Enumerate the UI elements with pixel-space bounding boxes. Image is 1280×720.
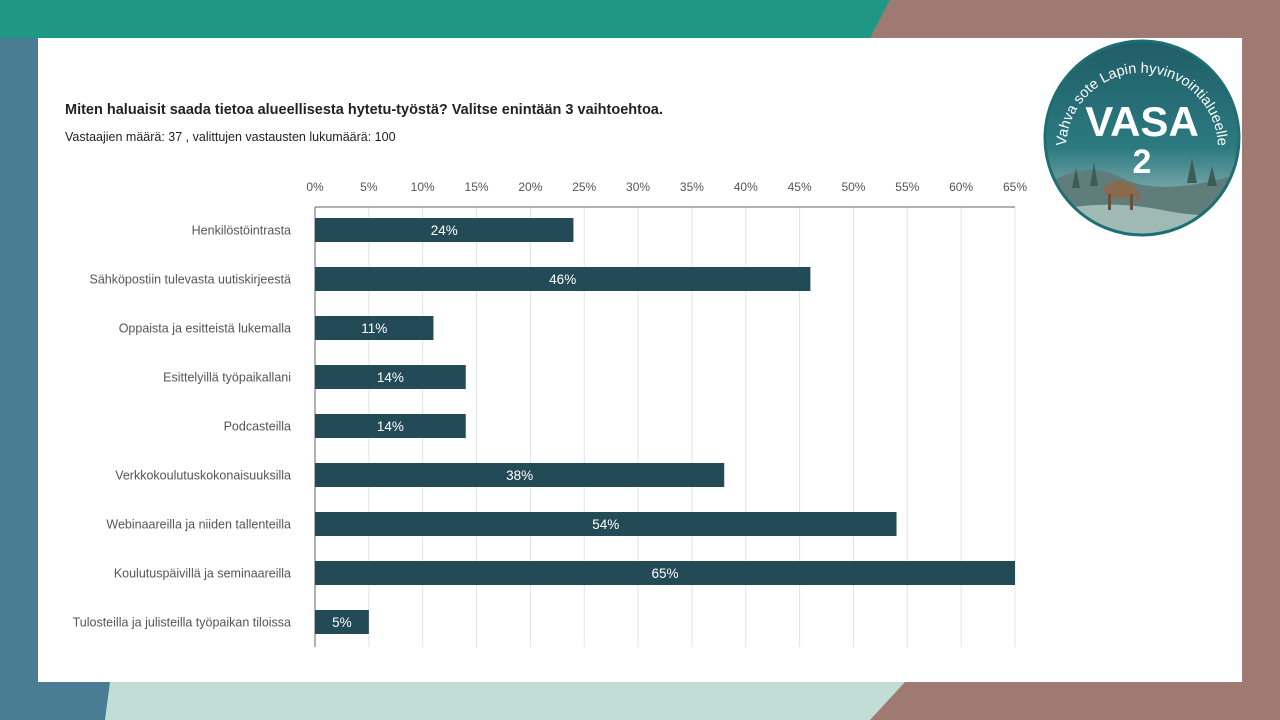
bar-value-label: 38%	[506, 468, 533, 483]
category-label: Tulosteilla ja julisteilla työpaikan til…	[73, 616, 291, 630]
category-label: Verkkokoulutuskokonaisuuksilla	[115, 469, 291, 483]
bar	[315, 561, 1015, 585]
category-label: Henkilöstöintrasta	[192, 224, 291, 238]
category-label: Podcasteilla	[224, 420, 291, 434]
x-tick-label: 15%	[465, 180, 489, 194]
x-tick-label: 60%	[949, 180, 973, 194]
bar-value-label: 14%	[377, 370, 404, 385]
bar	[315, 316, 434, 340]
bar	[315, 414, 466, 438]
bar	[315, 218, 574, 242]
bar	[315, 610, 369, 634]
category-label: Oppaista ja esitteistä lukemalla	[119, 322, 291, 336]
bar-chart: 0% 5% 10% 15% 20% 25% 30% 35% 40% 45% 50% 55% 60% 65%…	[73, 180, 1027, 647]
x-tick-label: 50%	[841, 180, 865, 194]
logo-name: VASA	[1085, 98, 1199, 145]
logo-number: 2	[1133, 143, 1152, 181]
x-tick-label: 5%	[360, 180, 378, 194]
bar-value-label: 24%	[431, 223, 458, 238]
bar-value-label: 14%	[377, 419, 404, 434]
bar-value-label: 54%	[592, 517, 619, 532]
category-label: Sähköpostiin tulevasta uutiskirjeestä	[89, 273, 291, 287]
x-tick-label: 45%	[788, 180, 812, 194]
x-tick-label: 35%	[680, 180, 704, 194]
bar	[315, 463, 725, 487]
x-tick-label: 55%	[895, 180, 919, 194]
x-tick-label: 0%	[306, 180, 324, 194]
slide-panel: Miten haluaisit saada tietoa alueellises…	[38, 38, 1242, 682]
reindeer-icon	[1104, 181, 1142, 210]
bar-value-label: 11%	[361, 321, 387, 336]
bar	[315, 512, 897, 536]
x-tick-label: 25%	[572, 180, 596, 194]
bar	[315, 267, 811, 291]
x-tick-label: 40%	[734, 180, 758, 194]
bar-value-label: 46%	[549, 272, 576, 287]
category-label: Koulutuspäivillä ja seminaareilla	[114, 567, 291, 581]
x-tick-label: 20%	[518, 180, 542, 194]
vasa2-logo: Vahva sote Lapin hyvinvointialueelle VAS…	[1043, 39, 1241, 237]
bar-value-label: 5%	[332, 615, 352, 630]
bar	[315, 365, 466, 389]
x-tick-label: 10%	[411, 180, 435, 194]
chart-title: Miten haluaisit saada tietoa alueellises…	[65, 102, 663, 118]
x-tick-label: 30%	[626, 180, 650, 194]
bar-value-label: 65%	[651, 566, 678, 581]
x-tick-label: 65%	[1003, 180, 1027, 194]
respondent-count: Vastaajien määrä: 37 , valittujen vastau…	[65, 130, 396, 144]
category-label: Webinaareilla ja niiden tallenteilla	[106, 518, 291, 532]
category-label: Esittelyillä työpaikallani	[163, 371, 291, 385]
